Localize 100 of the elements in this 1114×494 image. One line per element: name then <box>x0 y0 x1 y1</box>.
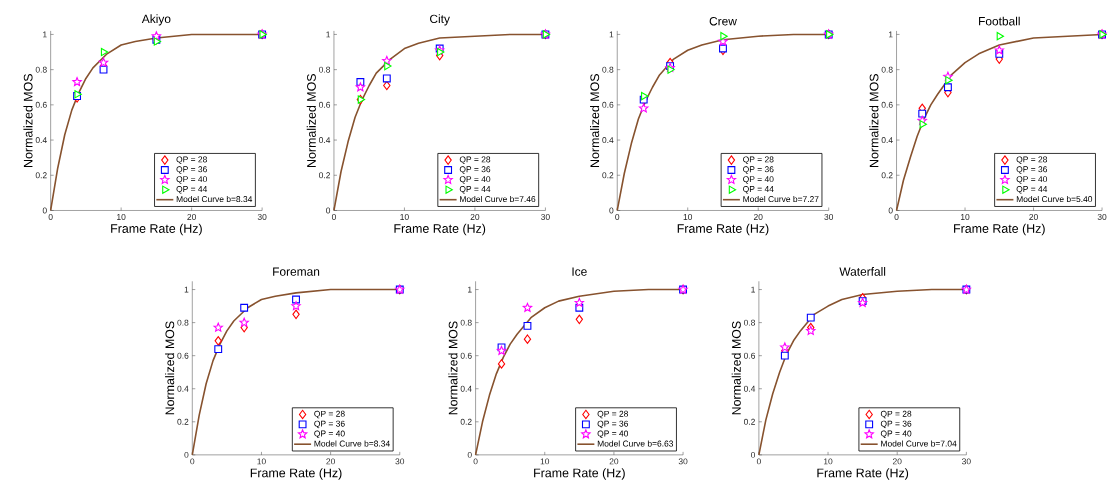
x-tick-label: 0 <box>756 458 761 465</box>
y-tick-label: 1 <box>888 31 893 38</box>
y-tick-label: 0.2 <box>743 418 755 425</box>
y-tick-label: 1 <box>609 31 614 38</box>
x-tick-label: 10 <box>257 458 266 465</box>
x-tick-label: 20 <box>187 214 196 221</box>
x-tick-label: 0 <box>48 214 53 221</box>
y-tick-label: 0.6 <box>35 101 47 108</box>
x-tick-label: 20 <box>609 458 619 465</box>
legend-label: QP = 36 <box>176 166 207 174</box>
legend-label: QP = 44 <box>176 186 208 194</box>
y-tick-label: 0.2 <box>602 172 614 179</box>
x-axis-title: Frame Rate (Hz) <box>677 223 769 236</box>
x-tick-label: 10 <box>823 458 833 465</box>
legend-label: QP = 36 <box>459 166 491 174</box>
y-tick-label: 1 <box>43 31 47 38</box>
legend-label: QP = 36 <box>597 420 629 429</box>
y-tick-label: 0.8 <box>602 66 614 73</box>
legend-label: Model Curve b=7.27 <box>743 195 819 203</box>
y-tick-label: 0 <box>888 207 893 214</box>
x-tick-label: 30 <box>962 458 971 465</box>
y-axis-title: Normalized MOS <box>869 74 879 168</box>
legend-label: QP = 44 <box>743 186 774 194</box>
y-tick-label: 0.2 <box>460 418 472 425</box>
legend-label: Model Curve b=8.34 <box>314 440 390 447</box>
x-tick-label: 30 <box>395 458 405 465</box>
y-tick-label: 0.8 <box>319 66 331 73</box>
y-tick-label: 0 <box>609 207 614 214</box>
legend-label: QP = 28 <box>743 156 774 165</box>
y-axis-title: Normalized MOS <box>165 321 175 415</box>
x-tick-label: 0 <box>190 458 195 465</box>
legend-label: QP = 36 <box>743 166 774 174</box>
legend-label: QP = 28 <box>1016 156 1048 165</box>
chart-title: Foreman <box>273 267 320 276</box>
x-axis-title: Frame Rate (Hz) <box>250 468 342 480</box>
y-axis-title: Normalized MOS <box>306 74 316 168</box>
legend-label: QP = 40 <box>314 430 345 439</box>
x-tick-label: 20 <box>753 214 763 221</box>
legend-label: QP = 40 <box>459 176 491 184</box>
y-tick-label: 0.6 <box>881 101 893 108</box>
legend-label: QP = 28 <box>597 410 629 419</box>
y-tick-label: 0.2 <box>881 172 893 179</box>
chart-title: Ice <box>572 267 587 276</box>
x-tick-label: 0 <box>473 458 478 465</box>
legend-label: QP = 40 <box>176 176 207 184</box>
x-tick-label: 10 <box>117 214 126 221</box>
x-tick-label: 20 <box>326 458 335 465</box>
y-tick-label: 0 <box>467 451 472 458</box>
x-tick-label: 30 <box>541 214 550 221</box>
y-tick-label: 0.4 <box>460 385 472 392</box>
chart-title: Waterfall <box>839 267 886 276</box>
x-tick-label: 0 <box>331 214 336 221</box>
y-tick-label: 0.4 <box>881 137 893 144</box>
x-axis-title: Frame Rate (Hz) <box>111 223 202 236</box>
legend-label: Model Curve b=5.40 <box>1016 195 1093 203</box>
y-tick-label: 0.4 <box>743 385 756 392</box>
x-tick-label: 0 <box>894 214 899 221</box>
legend-label: Model Curve b=6.63 <box>597 440 674 447</box>
y-tick-label: 0.4 <box>319 137 331 144</box>
y-tick-label: 1 <box>751 286 755 293</box>
x-axis-title: Frame Rate (Hz) <box>534 468 625 480</box>
y-tick-label: 0.6 <box>460 352 472 359</box>
x-tick-label: 10 <box>683 214 693 221</box>
chart-title: Akiyo <box>141 14 171 26</box>
legend-label: Model Curve b=7.04 <box>881 440 957 447</box>
y-axis-title: Normalized MOS <box>731 321 741 415</box>
y-tick-label: 0 <box>751 451 756 458</box>
x-tick-label: 0 <box>615 214 620 221</box>
legend-label: QP = 40 <box>597 430 629 439</box>
legend-label: QP = 44 <box>459 186 491 194</box>
legend-label: Model Curve b=7.46 <box>460 195 536 203</box>
y-tick-label: 0.6 <box>319 101 331 108</box>
x-tick-label: 10 <box>400 214 409 221</box>
legend-label: QP = 28 <box>880 410 912 419</box>
x-axis-title: Frame Rate (Hz) <box>394 223 486 236</box>
x-axis-title: Frame Rate (Hz) <box>817 468 909 480</box>
y-axis-title: Normalized MOS <box>448 321 458 415</box>
y-tick-label: 0.4 <box>177 385 189 392</box>
y-tick-label: 0 <box>42 207 47 214</box>
y-axis-title: Normalized MOS <box>590 74 600 168</box>
y-tick-label: 0.8 <box>460 319 472 326</box>
y-tick-label: 0 <box>184 451 189 458</box>
y-tick-label: 1 <box>468 286 472 293</box>
legend-label: QP = 36 <box>1016 166 1048 174</box>
y-tick-label: 1 <box>184 286 189 293</box>
legend-label: QP = 28 <box>176 156 207 165</box>
x-tick-label: 30 <box>1097 214 1107 221</box>
legend-label: QP = 40 <box>743 176 774 184</box>
y-tick-label: 0.4 <box>35 137 47 144</box>
x-tick-label: 10 <box>540 458 550 465</box>
y-tick-label: 0.8 <box>881 66 893 73</box>
y-tick-label: 0.2 <box>319 172 331 179</box>
y-tick-label: 0.2 <box>35 172 47 179</box>
y-tick-label: 0.6 <box>602 101 614 108</box>
legend-label: Model Curve b=8.34 <box>176 195 253 203</box>
x-axis-title: Frame Rate (Hz) <box>954 223 1045 236</box>
x-tick-label: 30 <box>257 214 267 221</box>
y-tick-label: 1 <box>326 31 331 38</box>
chart-title: City <box>430 14 450 26</box>
y-axis-title: Normalized MOS <box>23 74 33 168</box>
